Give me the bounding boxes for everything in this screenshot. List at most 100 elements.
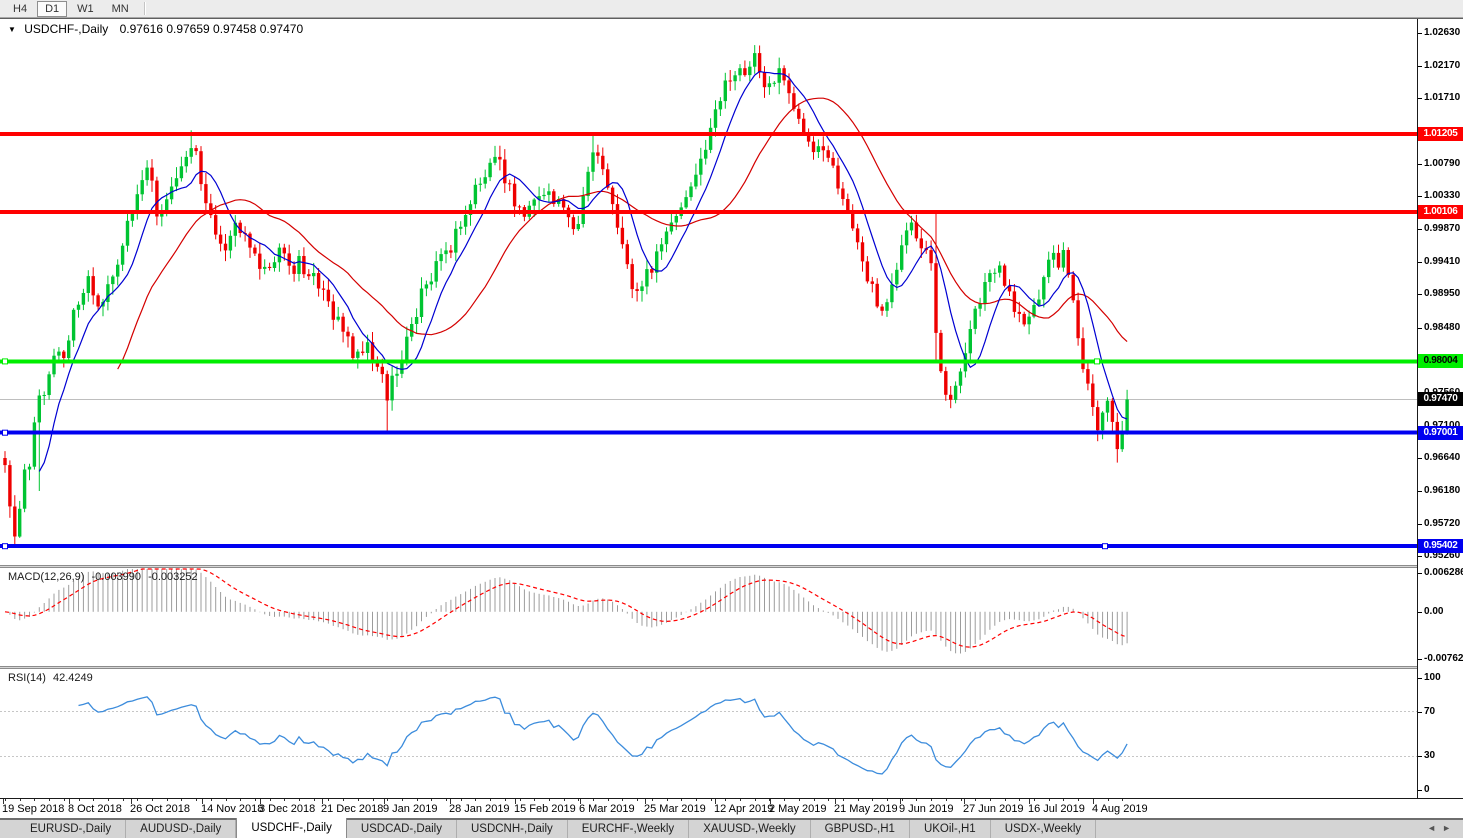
time-minor-tick <box>1122 799 1123 801</box>
axis-tick <box>1418 196 1422 197</box>
price-axis[interactable]: 1.02630 1.02170 1.01710 1.00790 1.00330 0.998… <box>1418 19 1463 818</box>
date-axis-label: 19 Sep 2018 <box>2 803 65 815</box>
panel-splitter-rsi[interactable] <box>0 666 1463 669</box>
chart-tab-usdchf-daily[interactable]: USDCHF-,Daily <box>236 818 347 838</box>
time-minor-tick <box>814 799 815 801</box>
price-tag: 0.98004 <box>1418 354 1463 368</box>
time-major-tick <box>450 799 451 804</box>
axis-tick <box>1418 98 1422 99</box>
time-minor-tick <box>681 799 682 801</box>
time-major-tick <box>3 799 4 804</box>
axis-tick <box>1418 229 1422 230</box>
date-axis-label: 4 Aug 2019 <box>1092 803 1148 815</box>
time-minor-tick <box>79 799 80 801</box>
timeframe-button-mn[interactable]: MN <box>111 2 129 15</box>
time-minor-tick <box>167 799 168 801</box>
tab-scroll-arrows[interactable]: ◄► <box>1427 823 1457 833</box>
axis-tick <box>1418 573 1422 574</box>
rsi-canvas[interactable] <box>0 669 1417 798</box>
time-minor-tick <box>843 799 844 801</box>
chart-tab-usdcad-daily[interactable]: USDCAD-,Daily <box>347 820 457 838</box>
axis-tick <box>1418 328 1422 329</box>
price-chart-canvas[interactable] <box>0 19 1417 565</box>
time-minor-tick <box>255 799 256 801</box>
time-major-tick <box>835 799 836 804</box>
chart-tab-eurusd-daily[interactable]: EURUSD-,Daily <box>16 820 127 838</box>
time-major-tick <box>515 799 516 804</box>
axis-tick <box>1418 294 1422 295</box>
time-minor-tick <box>314 799 315 801</box>
time-minor-tick <box>799 799 800 801</box>
time-minor-tick <box>946 799 947 801</box>
price-axis-label: 1.01710 <box>1424 92 1461 103</box>
date-axis-label: 6 Mar 2019 <box>579 803 635 815</box>
date-axis-label: 21 Dec 2018 <box>321 803 384 815</box>
time-minor-tick <box>1049 799 1050 801</box>
rsi-axis-label: 0 <box>1424 784 1430 795</box>
time-major-tick <box>900 799 901 804</box>
time-minor-tick <box>373 799 374 801</box>
rsi-axis-label: 70 <box>1424 706 1436 717</box>
time-minor-tick <box>490 799 491 801</box>
price-axis-label: 0.99410 <box>1424 256 1461 267</box>
axis-tick <box>1418 458 1422 459</box>
time-minor-tick <box>637 799 638 801</box>
chart-tab-xauusd-weekly[interactable]: XAUUSD-,Weekly <box>689 820 811 838</box>
chart-tab-audusd-daily[interactable]: AUDUSD-,Daily <box>126 820 237 838</box>
time-major-tick <box>770 799 771 804</box>
time-minor-tick <box>578 799 579 801</box>
panel-splitter-macd[interactable] <box>0 565 1463 568</box>
timeframe-button-h4[interactable]: H4 <box>13 2 28 15</box>
time-major-tick <box>202 799 203 804</box>
price-axis-label: 0.95260 <box>1424 550 1461 561</box>
axis-tick <box>1418 712 1422 713</box>
timeframe-button-d1[interactable]: D1 <box>37 0 68 17</box>
time-minor-tick <box>740 799 741 801</box>
chart-tab-usdx-weekly[interactable]: USDX-,Weekly <box>991 820 1097 838</box>
tab-scroll-left-icon[interactable]: ◄ <box>1427 823 1443 833</box>
axis-tick <box>1418 612 1422 613</box>
axis-tick <box>1418 556 1422 557</box>
macd-canvas[interactable] <box>0 568 1417 666</box>
rsi-axis-label: 30 <box>1424 750 1436 761</box>
time-minor-tick <box>343 799 344 801</box>
time-minor-tick <box>475 799 476 801</box>
time-minor-tick <box>358 799 359 801</box>
time-major-tick <box>69 799 70 804</box>
time-major-tick <box>384 799 385 804</box>
price-axis-label: 0.98480 <box>1424 322 1461 333</box>
chart-tab-eurchf-weekly[interactable]: EURCHF-,Weekly <box>568 820 690 838</box>
chart-tab-gbpusd-h1[interactable]: GBPUSD-,H1 <box>811 820 910 838</box>
time-axis[interactable]: 19 Sep 2018 8 Oct 2018 26 Oct 2018 14 Nov 2… <box>0 798 1463 818</box>
time-minor-tick <box>64 799 65 801</box>
time-major-tick <box>260 799 261 804</box>
axis-tick <box>1418 524 1422 525</box>
chart-tab-usdcnh-daily[interactable]: USDCNH-,Daily <box>457 820 568 838</box>
time-minor-tick <box>49 799 50 801</box>
axis-tick <box>1418 678 1422 679</box>
date-axis-label: 12 Apr 2019 <box>714 803 774 815</box>
axis-vertical-line <box>1417 19 1418 798</box>
axis-tick <box>1418 790 1422 791</box>
symbol-dropdown-icon[interactable]: ▼ <box>8 25 16 34</box>
time-minor-tick <box>387 799 388 801</box>
chart-tab-bar: EURUSD-,Daily AUDUSD-,Daily USDCHF-,Daily U… <box>0 818 1463 838</box>
tab-scroll-right-icon[interactable]: ► <box>1442 823 1457 833</box>
axis-tick <box>1418 659 1422 660</box>
time-minor-tick <box>1005 799 1006 801</box>
time-minor-tick <box>123 799 124 801</box>
timeframe-button-w1[interactable]: W1 <box>77 2 94 15</box>
axis-tick <box>1418 164 1422 165</box>
time-minor-tick <box>402 799 403 801</box>
time-minor-tick <box>446 799 447 801</box>
time-minor-tick <box>1034 799 1035 801</box>
time-minor-tick <box>652 799 653 801</box>
time-minor-tick <box>20 799 21 801</box>
time-minor-tick <box>858 799 859 801</box>
time-minor-tick <box>108 799 109 801</box>
toolbar-separator <box>143 2 146 15</box>
time-minor-tick <box>564 799 565 801</box>
time-minor-tick <box>299 799 300 801</box>
chart-tab-ukoil-h1[interactable]: UKOil-,H1 <box>910 820 991 838</box>
time-minor-tick <box>520 799 521 801</box>
